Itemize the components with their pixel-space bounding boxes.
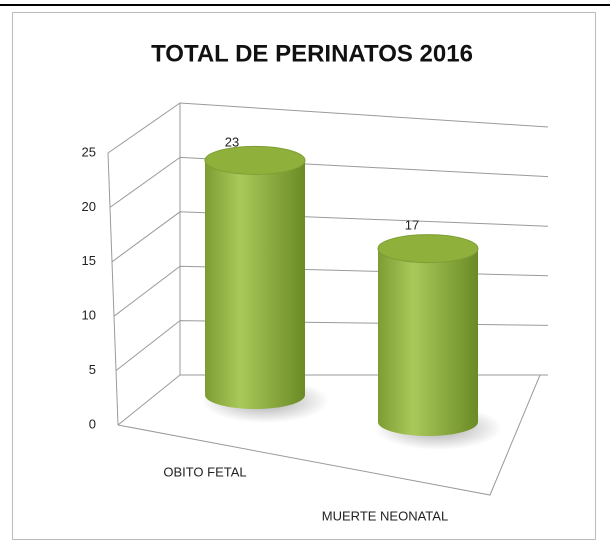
chart-title: TOTAL DE PERINATOS 2016 (151, 40, 473, 67)
y-tick-label: 0 (89, 416, 96, 431)
data-label: 17 (405, 217, 419, 232)
x-tick-label: MUERTE NEONATAL (322, 508, 448, 523)
y-tick-label: 15 (82, 253, 96, 268)
left-wall-edge (107, 152, 119, 426)
y-tick-label: 25 (82, 144, 96, 159)
floor (117, 374, 541, 496)
grid-line (111, 211, 549, 263)
x-tick-label: OBITO FETAL (163, 464, 246, 479)
y-tick-label: 5 (89, 362, 96, 377)
chart-frame (12, 12, 596, 540)
y-tick-label: 10 (82, 308, 96, 323)
data-label: 23 (225, 134, 239, 149)
bar (205, 160, 305, 409)
y-tick-label: 20 (82, 199, 96, 214)
grid-line (109, 156, 549, 208)
bar-top (377, 234, 479, 264)
grid-line (107, 102, 549, 154)
bar (378, 248, 478, 436)
bar-top (204, 145, 306, 175)
